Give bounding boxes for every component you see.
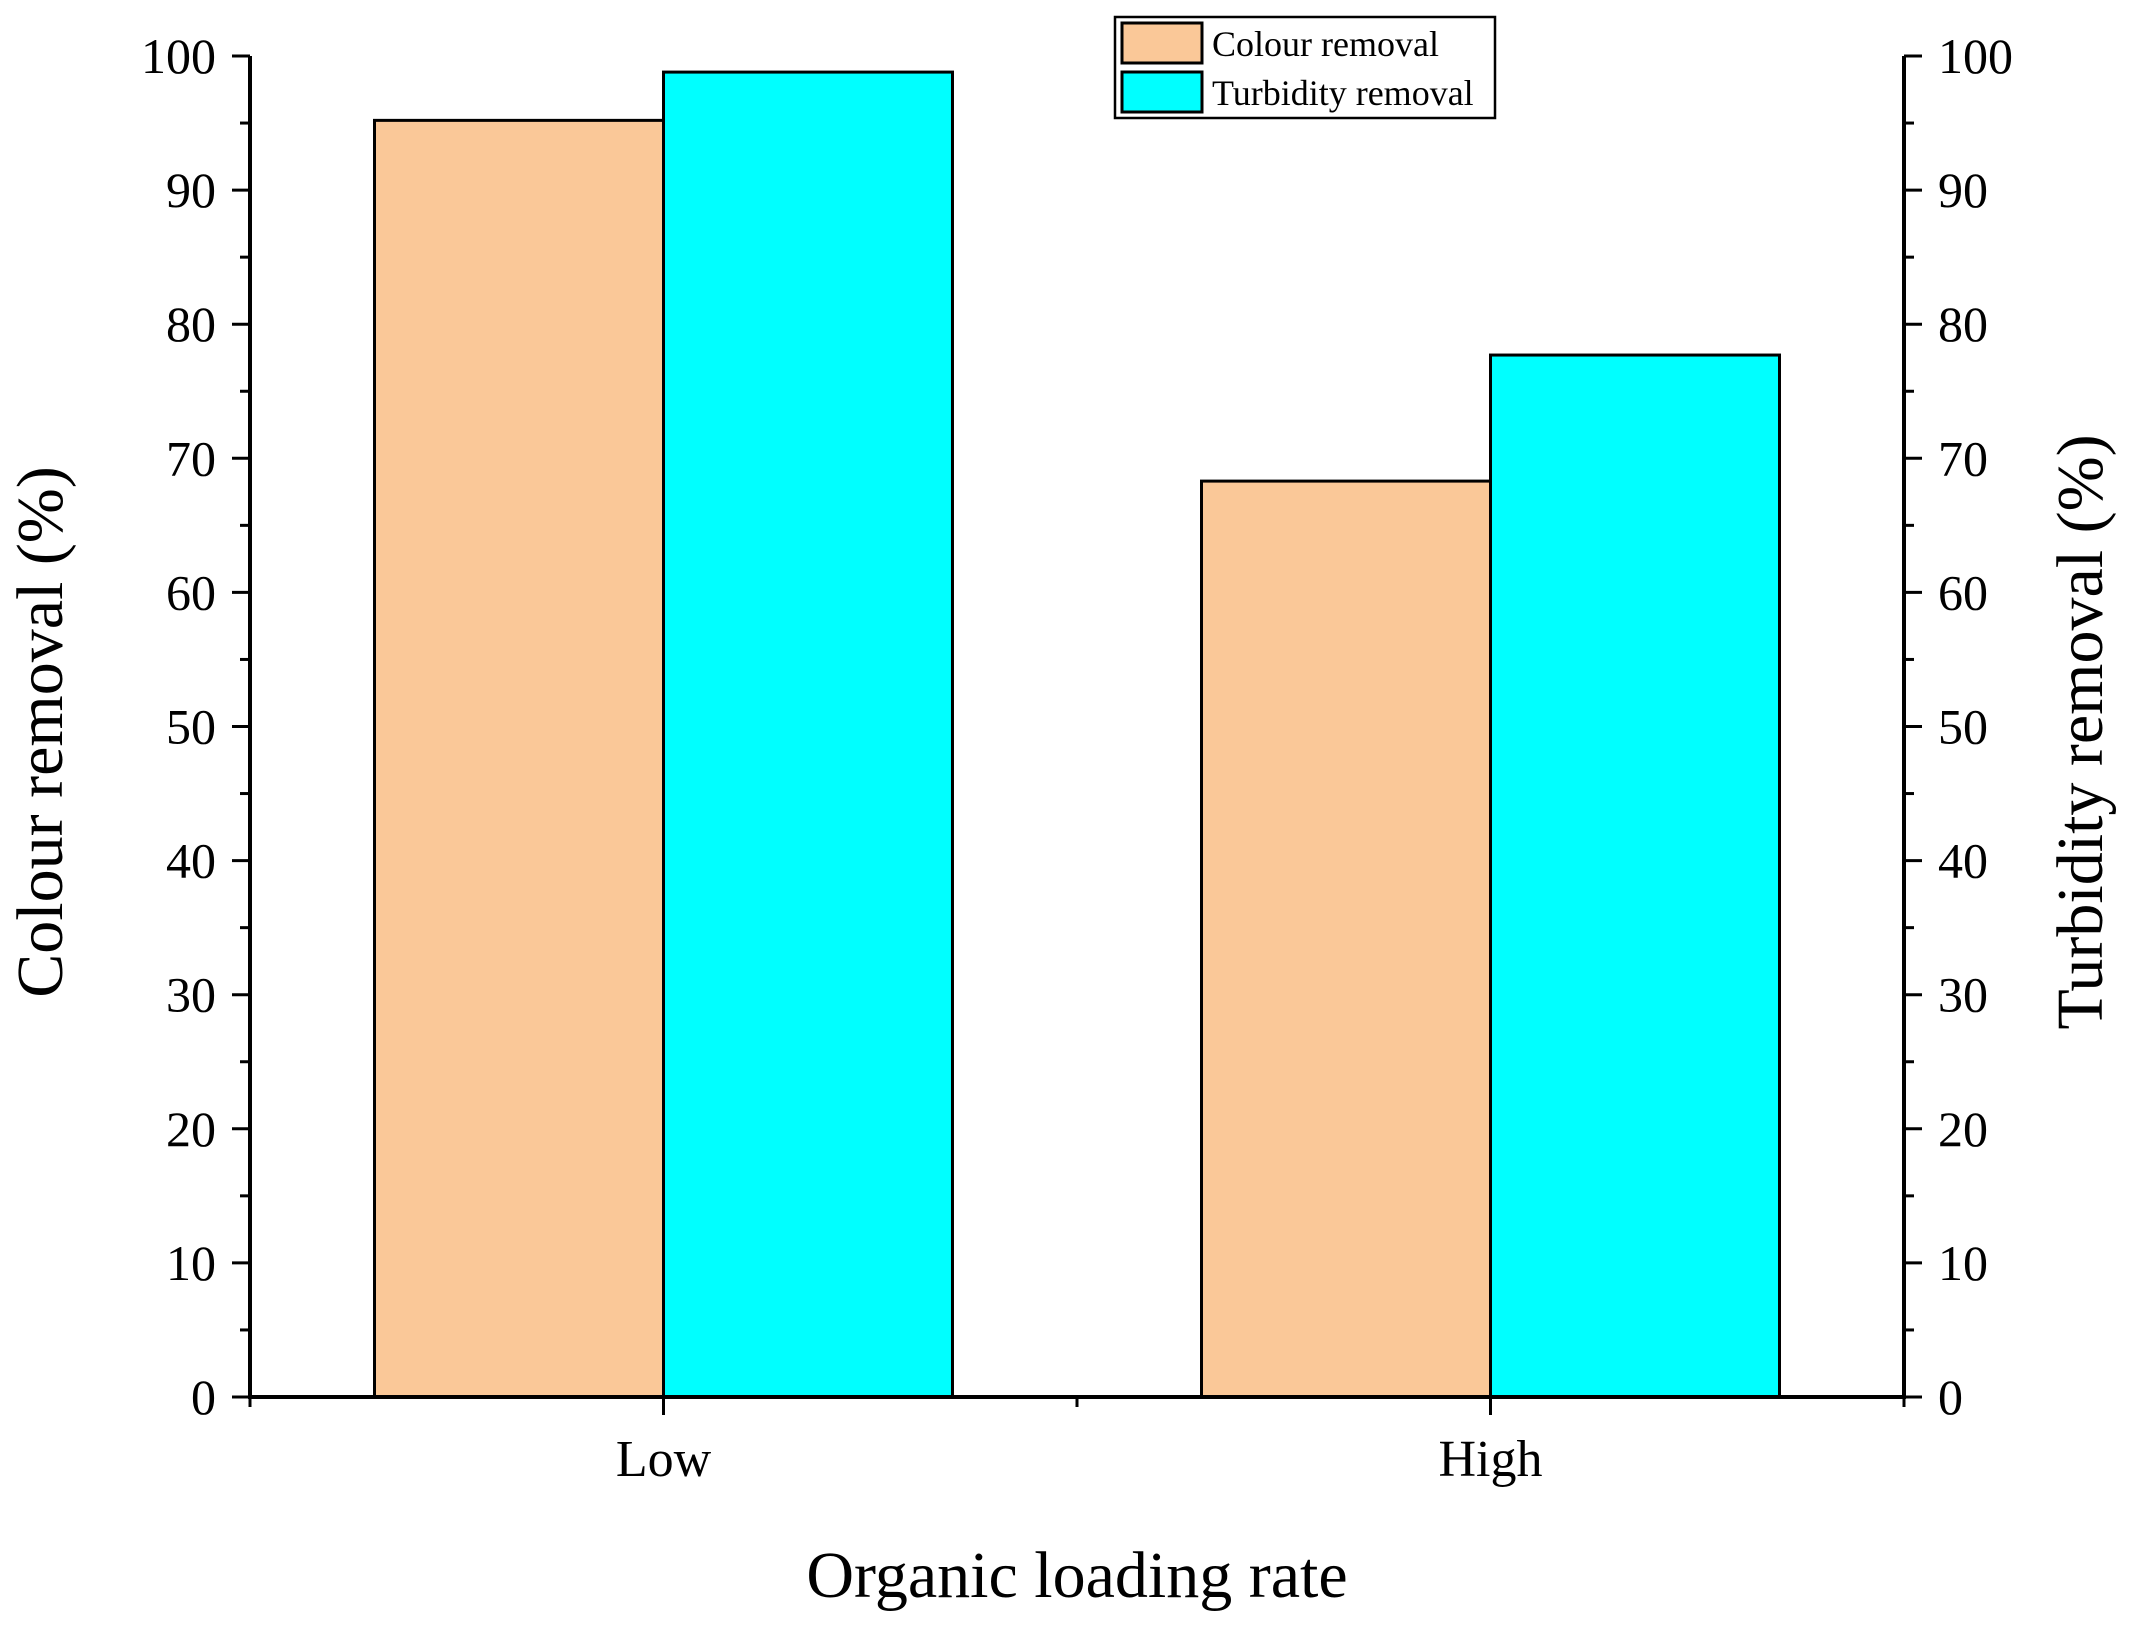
y-tick-label-right: 60 — [1938, 564, 1988, 620]
y-tick-label-left: 10 — [166, 1235, 216, 1291]
x-axis-title: Organic loading rate — [806, 1539, 1347, 1612]
legend-label-colour-removal: Colour removal — [1212, 24, 1439, 64]
y-tick-label-left: 40 — [166, 833, 216, 889]
y-tick-label-right: 70 — [1938, 430, 1988, 486]
x-tick-label-low: Low — [616, 1431, 712, 1488]
y-tick-label-left: 80 — [166, 296, 216, 352]
y-tick-label-left: 50 — [166, 699, 216, 755]
y-tick-label-left: 0 — [191, 1369, 216, 1425]
y-tick-label-left: 30 — [166, 967, 216, 1023]
legend-swatch-colour-removal — [1120, 21, 1204, 65]
y-tick-label-left: 70 — [166, 430, 216, 486]
y-tick-label-left: 100 — [141, 28, 216, 84]
y-tick-label-right: 30 — [1938, 967, 1988, 1023]
bar-turbidity-removal-high — [1489, 353, 1781, 1399]
x-tick-label-high: High — [1439, 1431, 1543, 1488]
legend: Colour removal Turbidity removal — [1113, 15, 1497, 120]
y-axis-title-right: Turbidity removal (%) — [2044, 434, 2117, 1029]
y-tick-label-left: 60 — [166, 564, 216, 620]
y-tick-label-right: 90 — [1938, 162, 1988, 218]
axes-layer: 0 0 10 10 20 20 30 30 40 40 50 50 60 60 70 70 80 80 90 90 10… — [141, 28, 2013, 1488]
y-tick-label-left: 90 — [166, 162, 216, 218]
y-tick-label-right: 100 — [1938, 28, 2013, 84]
y-tick-label-right: 80 — [1938, 296, 1988, 352]
y-tick-label-right: 0 — [1938, 1369, 1963, 1425]
y-tick-label-left: 20 — [166, 1101, 216, 1157]
y-axis-title-left: Colour removal (%) — [4, 466, 77, 998]
y-tick-label-right: 50 — [1938, 699, 1988, 755]
bar-turbidity-removal-low — [662, 70, 954, 1399]
bars-layer — [373, 70, 1781, 1399]
bar-colour-removal-high — [1200, 479, 1492, 1399]
labels-layer: Organic loading rate Colour removal (%) … — [4, 434, 2117, 1612]
legend-swatch-turbidity-removal — [1120, 70, 1204, 114]
y-tick-label-right: 40 — [1938, 833, 1988, 889]
y-tick-label-right: 20 — [1938, 1101, 1988, 1157]
y-tick-label-right: 10 — [1938, 1235, 1988, 1291]
bar-colour-removal-low — [373, 118, 665, 1399]
legend-label-turbidity-removal: Turbidity removal — [1212, 73, 1474, 113]
